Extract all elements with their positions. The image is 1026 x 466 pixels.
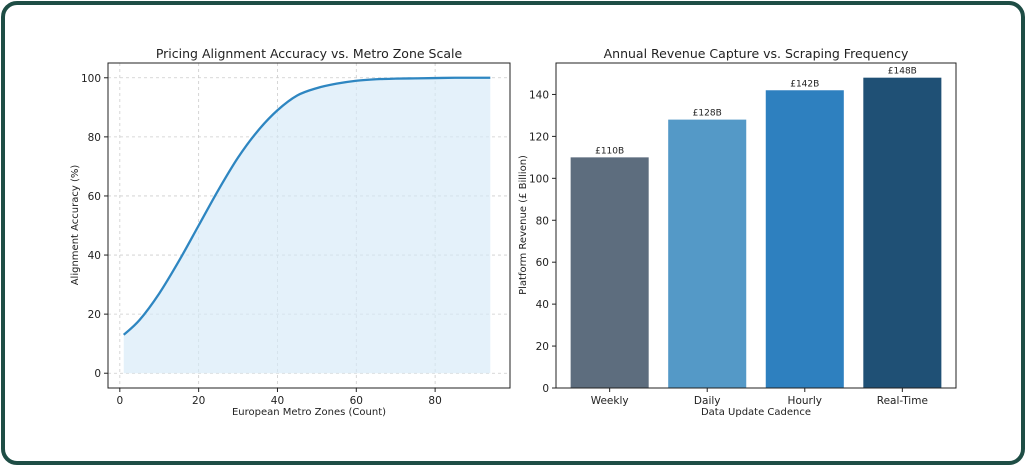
revenue-bar-data-label: £148B <box>888 67 917 77</box>
revenue-chart-title: Annual Revenue Capture vs. Scraping Freq… <box>604 46 909 61</box>
revenue-y-axis-label: Platform Revenue (£ Billion) <box>518 155 529 295</box>
accuracy-x-axis-label: European Metro Zones (Count) <box>232 407 386 418</box>
accuracy-y-tick-label: 40 <box>88 250 101 262</box>
accuracy-area-fill <box>123 77 491 374</box>
revenue-y-tick-label: 120 <box>529 131 549 143</box>
accuracy-x-tick-label: 80 <box>428 395 441 407</box>
revenue-bar <box>765 90 844 389</box>
accuracy-y-tick-label: 100 <box>81 73 101 85</box>
revenue-ticks: Weekly Daily Hourly Real-Time 0 20 40 60 80 100 12… <box>529 89 928 407</box>
accuracy-x-tick-label: 40 <box>271 395 284 407</box>
revenue-y-tick-label: 0 <box>542 383 549 395</box>
accuracy-y-tick-label: 60 <box>88 191 101 203</box>
revenue-bar <box>668 119 747 388</box>
revenue-bar <box>863 77 942 388</box>
revenue-bar-data-label: £142B <box>790 79 819 89</box>
accuracy-chart-title: Pricing Alignment Accuracy vs. Metro Zon… <box>156 46 463 61</box>
accuracy-x-tick-label: 60 <box>350 395 363 407</box>
revenue-plot-frame <box>555 62 957 389</box>
accuracy-x-tick-label: 20 <box>192 395 205 407</box>
revenue-y-tick-label: 140 <box>529 89 549 101</box>
accuracy-y-tick-label: 80 <box>88 132 101 144</box>
revenue-x-tick-label: Weekly <box>591 395 629 407</box>
revenue-y-tick-label: 100 <box>529 173 549 185</box>
revenue-y-tick-label: 80 <box>536 215 549 227</box>
accuracy-y-axis-label: Alignment Accuracy (%) <box>70 165 81 286</box>
accuracy-chart: 0 20 40 60 80 0 20 40 60 80 100 Pricing Alignment … <box>70 46 511 418</box>
revenue-y-tick-label: 40 <box>536 299 549 311</box>
revenue-chart: £110B £128B £142B £148B Weekly Daily Hourly Re… <box>518 46 957 418</box>
revenue-x-tick-label: Hourly <box>788 395 822 407</box>
revenue-y-tick-label: 60 <box>536 257 549 269</box>
accuracy-y-tick-label: 0 <box>94 368 101 380</box>
revenue-x-tick-label: Real-Time <box>877 395 928 407</box>
accuracy-line <box>122 76 491 336</box>
accuracy-y-tick-label: 20 <box>88 309 101 321</box>
revenue-bars: £110B £128B £142B £148B <box>570 67 942 389</box>
revenue-bar <box>570 157 649 388</box>
accuracy-plot-frame <box>107 62 511 389</box>
revenue-y-tick-label: 20 <box>536 341 549 353</box>
revenue-x-axis-label: Data Update Cadence <box>701 407 811 418</box>
revenue-x-tick-label: Daily <box>694 395 721 407</box>
revenue-bar-data-label: £128B <box>693 109 722 119</box>
accuracy-x-tick-label: 0 <box>116 395 123 407</box>
accuracy-ticks: 0 20 40 60 80 0 20 40 60 80 100 <box>81 73 442 407</box>
revenue-bar-data-label: £110B <box>595 146 624 156</box>
